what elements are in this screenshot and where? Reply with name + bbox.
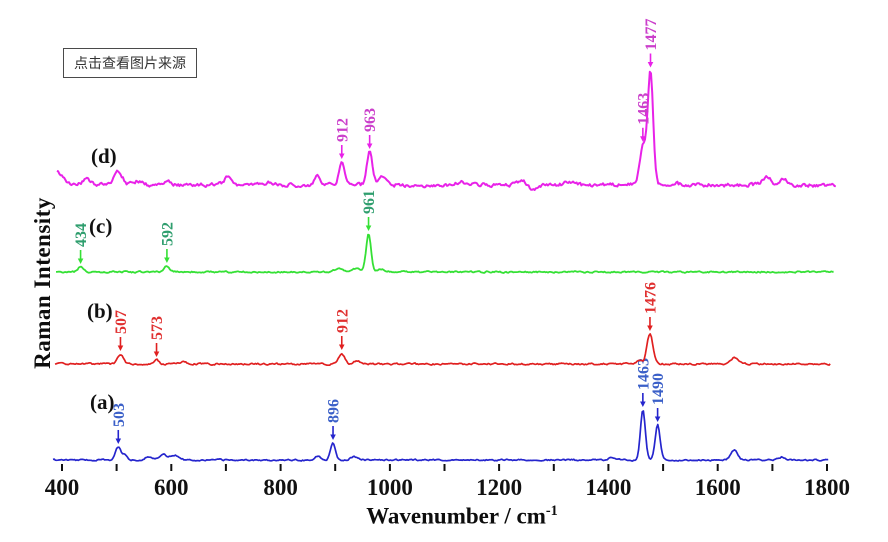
x-tick-label-600: 600 — [154, 475, 189, 500]
peak-label-507: 507 — [113, 310, 130, 334]
peak-label-1476: 1476 — [642, 282, 659, 314]
peak-label-963: 963 — [362, 108, 379, 132]
peak-arrowhead-963 — [366, 143, 373, 149]
peak-label-912: 912 — [334, 309, 351, 333]
peak-label-434: 434 — [73, 223, 90, 247]
peak-arrowhead-573 — [153, 351, 160, 357]
x-tick-label-1200: 1200 — [476, 475, 522, 500]
series-label-a: (a) — [90, 390, 115, 414]
x-axis-title-text: Wavenumber / cm — [366, 503, 546, 529]
peak-label-912: 912 — [334, 118, 351, 142]
x-tick-label-400: 400 — [45, 475, 80, 500]
peak-label-1463: 1463 — [635, 358, 652, 390]
peak-label-1463: 1463 — [635, 93, 652, 125]
peak-label-1490: 1490 — [650, 373, 667, 405]
peak-arrowhead-1463 — [640, 136, 646, 142]
peak-arrowhead-434 — [77, 258, 84, 264]
peak-label-592: 592 — [159, 222, 176, 246]
x-tick-label-800: 800 — [263, 475, 298, 500]
image-source-button[interactable]: 点击查看图片来源 — [63, 48, 197, 78]
peak-arrowhead-1490 — [654, 416, 661, 422]
peak-label-1477: 1477 — [643, 19, 660, 51]
peak-arrowhead-503 — [115, 438, 122, 444]
x-tick-label-1600: 1600 — [695, 475, 741, 500]
peak-arrowhead-961 — [365, 225, 372, 231]
peak-label-503: 503 — [111, 403, 128, 427]
peak-label-961: 961 — [361, 190, 378, 214]
series-label-c: (c) — [89, 214, 112, 238]
peak-arrowhead-1477 — [647, 62, 654, 68]
spectrum-curve-b — [54, 333, 831, 367]
peak-arrowhead-507 — [117, 345, 124, 351]
series-label-d: (d) — [91, 144, 117, 168]
spectrum-curve-a — [52, 410, 829, 462]
series-label-b: (b) — [87, 299, 113, 323]
spectrum-curve-c — [56, 233, 834, 274]
x-axis-title: Wavenumber / cm-1 — [366, 503, 558, 530]
peak-arrowhead-592 — [164, 257, 170, 263]
peak-arrowhead-912 — [338, 153, 345, 159]
x-tick-label-1000: 1000 — [367, 475, 413, 500]
x-tick-label-1800: 1800 — [804, 475, 850, 500]
x-axis-title-sup: -1 — [545, 503, 558, 519]
peak-arrowhead-1476 — [647, 325, 653, 331]
peak-arrowhead-1463 — [640, 401, 646, 407]
peak-label-573: 573 — [149, 316, 166, 340]
spectrum-curve-d — [56, 70, 836, 191]
peak-label-896: 896 — [326, 399, 343, 423]
peak-arrowhead-896 — [330, 434, 336, 440]
peak-arrowhead-912 — [338, 344, 345, 350]
x-tick-label-1400: 1400 — [585, 475, 631, 500]
